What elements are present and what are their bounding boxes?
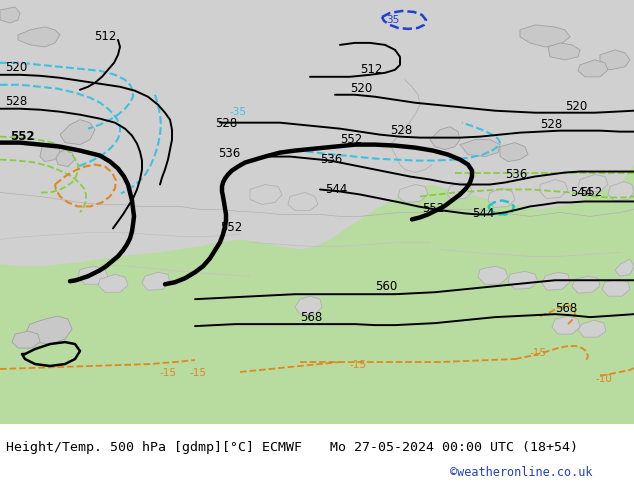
Polygon shape [540, 179, 568, 198]
Text: 568: 568 [555, 302, 577, 315]
Polygon shape [500, 143, 528, 162]
Polygon shape [488, 189, 515, 207]
Text: 512: 512 [360, 63, 382, 76]
Polygon shape [615, 259, 634, 276]
Polygon shape [250, 185, 282, 204]
Text: 552: 552 [340, 133, 362, 146]
Text: 544: 544 [570, 187, 592, 199]
Polygon shape [578, 320, 606, 337]
Polygon shape [608, 181, 634, 200]
Polygon shape [0, 0, 634, 266]
Text: 520: 520 [350, 82, 372, 95]
Polygon shape [40, 143, 60, 162]
Polygon shape [578, 174, 608, 193]
Polygon shape [25, 316, 72, 344]
Polygon shape [552, 316, 580, 334]
Text: 536: 536 [505, 168, 527, 180]
Text: Mo 27-05-2024 00:00 UTC (18+54): Mo 27-05-2024 00:00 UTC (18+54) [330, 441, 578, 454]
Polygon shape [0, 7, 20, 23]
Polygon shape [578, 60, 608, 77]
Text: 552: 552 [10, 130, 35, 143]
Text: 552: 552 [580, 187, 602, 199]
Text: 528: 528 [540, 118, 562, 131]
Polygon shape [60, 120, 95, 145]
Polygon shape [12, 331, 40, 348]
Text: 520: 520 [5, 61, 27, 74]
Polygon shape [508, 271, 538, 289]
Text: 520: 520 [565, 99, 587, 113]
Text: -15: -15 [190, 368, 207, 378]
Text: -10: -10 [595, 374, 612, 384]
Text: ©weatheronline.co.uk: ©weatheronline.co.uk [450, 466, 593, 479]
Text: -15: -15 [160, 368, 177, 378]
Polygon shape [548, 43, 580, 60]
Polygon shape [288, 193, 318, 210]
Text: 544: 544 [325, 183, 347, 196]
Text: 528: 528 [5, 95, 27, 108]
Text: Height/Temp. 500 hPa [gdmp][°C] ECMWF: Height/Temp. 500 hPa [gdmp][°C] ECMWF [6, 441, 302, 454]
Polygon shape [98, 274, 128, 292]
Polygon shape [602, 279, 630, 296]
Text: 560: 560 [375, 280, 398, 293]
Polygon shape [398, 185, 428, 202]
Text: 568: 568 [300, 311, 322, 324]
Text: -35: -35 [230, 107, 247, 117]
Text: 536: 536 [320, 152, 342, 166]
Polygon shape [295, 296, 322, 314]
Polygon shape [542, 272, 570, 290]
Polygon shape [78, 266, 108, 284]
Polygon shape [600, 50, 630, 70]
Text: 544: 544 [472, 207, 495, 220]
Text: 528: 528 [215, 117, 237, 130]
Polygon shape [18, 27, 60, 47]
Polygon shape [142, 272, 170, 290]
Polygon shape [460, 140, 500, 157]
Polygon shape [572, 276, 600, 293]
Text: 552: 552 [422, 202, 444, 216]
Polygon shape [430, 126, 460, 149]
Text: 35: 35 [386, 15, 399, 25]
Polygon shape [447, 182, 472, 199]
Text: 552: 552 [220, 221, 242, 234]
Text: -15: -15 [350, 360, 367, 370]
Polygon shape [520, 25, 570, 47]
Polygon shape [55, 149, 75, 167]
Polygon shape [478, 266, 508, 284]
Text: 536: 536 [218, 147, 240, 160]
Text: 512: 512 [94, 30, 117, 43]
Text: 528: 528 [390, 123, 412, 137]
Text: -15: -15 [530, 348, 547, 358]
